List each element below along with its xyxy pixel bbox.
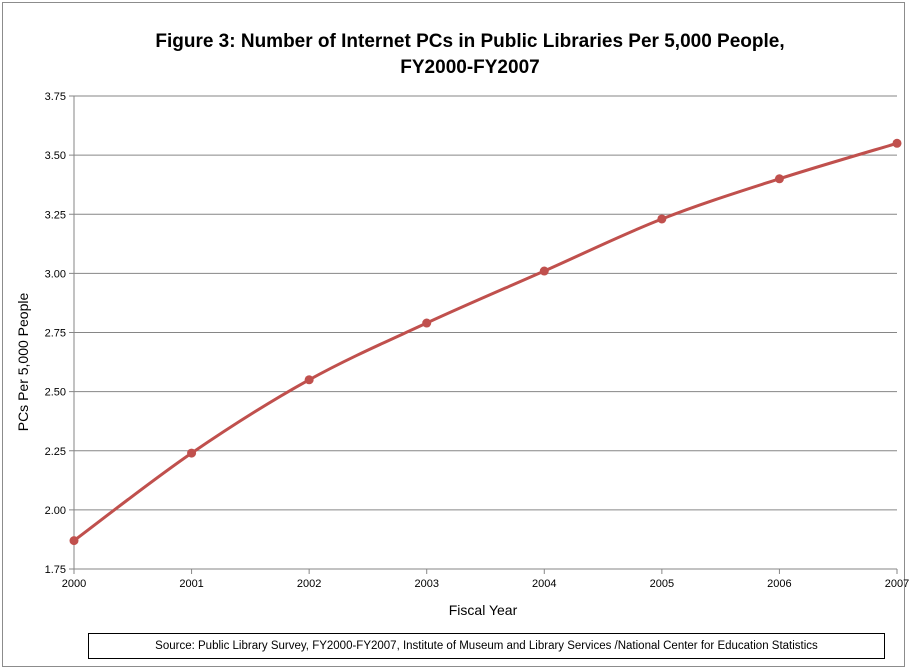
data-point [187, 448, 197, 458]
x-tick-label: 2003 [414, 578, 438, 590]
y-tick-label: 3.75 [45, 91, 66, 103]
x-tick-label: 2002 [297, 578, 321, 590]
y-tick-label: 3.25 [45, 209, 66, 221]
y-tick-label: 3.00 [45, 268, 66, 280]
y-axis-label: PCs Per 5,000 People [15, 293, 31, 432]
data-point [69, 536, 79, 546]
x-tick-label: 2006 [767, 578, 791, 590]
data-point [774, 174, 784, 184]
y-tick-label: 1.75 [45, 564, 66, 576]
x-tick-label: 2004 [532, 578, 556, 590]
data-point [422, 318, 432, 328]
y-tick-label: 2.75 [45, 328, 66, 340]
x-tick-label: 2000 [62, 578, 86, 590]
x-axis-ticks: 2000 2001 2002 2003 2004 2005 2006 2007 [62, 569, 909, 590]
y-tick-label: 2.25 [45, 446, 66, 458]
y-tick-label: 2.50 [45, 387, 66, 399]
y-tick-label: 2.00 [45, 505, 66, 517]
x-tick-label: 2001 [179, 578, 203, 590]
chart-title-line1: Figure 3: Number of Internet PCs in Publ… [155, 31, 784, 52]
x-axis-label: Fiscal Year [449, 602, 518, 618]
x-tick-label: 2005 [650, 578, 674, 590]
y-axis-ticks: 1.75 2.00 2.25 2.50 2.75 3.00 3.25 3.50 3.75 [45, 91, 74, 576]
data-series [69, 138, 902, 546]
series-line [73, 141, 898, 542]
x-tick-label: 2007 [885, 578, 909, 590]
data-point [304, 375, 314, 385]
chart-title-line2: FY2000-FY2007 [400, 57, 539, 78]
data-point [892, 138, 902, 148]
y-tick-label: 3.50 [45, 150, 66, 162]
data-point [657, 214, 667, 224]
source-note: Source: Public Library Survey, FY2000-FY… [88, 633, 885, 659]
gridlines [73, 95, 897, 570]
data-point [539, 266, 549, 276]
